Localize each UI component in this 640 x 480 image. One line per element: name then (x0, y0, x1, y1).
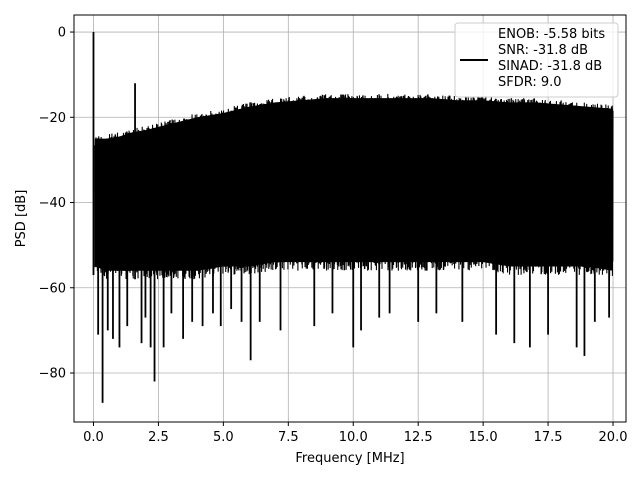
y-tick-label: 0 (58, 26, 66, 41)
legend-box (454, 22, 619, 98)
legend-text-sfdr: SFDR: 9.0 (498, 75, 562, 90)
legend-text-enob: ENOB: -5.58 bits (498, 27, 605, 42)
y-tick-label: −80 (39, 366, 66, 381)
y-tick-label: −40 (39, 196, 66, 211)
x-tick-label: 15.0 (469, 430, 498, 445)
x-tick-label: 5.0 (213, 430, 234, 445)
psd-series (92, 32, 614, 403)
x-tick-label: 20.0 (599, 430, 628, 445)
legend-text-snr: SNR: -31.8 dB (498, 43, 588, 58)
x-tick-label: 7.5 (278, 430, 299, 445)
plot-frame (73, 14, 627, 423)
y-axis-ticks: 0 −20 −40 −60 −80 (39, 26, 74, 381)
y-axis-label: PSD [dB] (14, 190, 29, 248)
x-axis-label: Frequency [MHz] (295, 451, 404, 466)
legend-text-sinad: SINAD: -31.8 dB (498, 59, 602, 74)
y-tick-label: −60 (39, 281, 66, 296)
x-axis-ticks: 0.0 2.5 5.0 7.5 10.0 12.5 15.0 17.5 20.0 (83, 422, 627, 445)
y-tick-label: −20 (39, 111, 66, 126)
x-tick-label: 10.0 (339, 430, 368, 445)
x-tick-label: 2.5 (148, 430, 169, 445)
x-tick-label: 17.5 (534, 430, 563, 445)
x-tick-label: 12.5 (404, 430, 433, 445)
legend: ENOB: -5.58 bits SNR: -31.8 dB SINAD: -3… (454, 22, 619, 98)
x-tick-label: 0.0 (83, 430, 104, 445)
psd-band (94, 98, 614, 271)
